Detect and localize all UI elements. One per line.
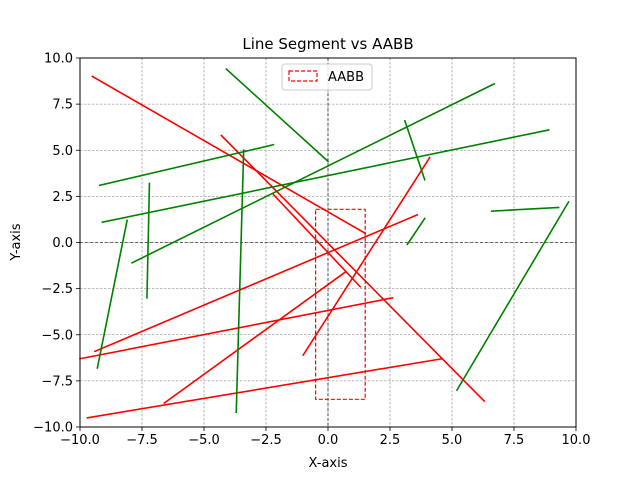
segment-8 (225, 67, 330, 163)
segment-17 (490, 206, 560, 212)
x-tick-label-6: 5.0 (442, 433, 463, 448)
segment-1 (220, 134, 486, 403)
y-tick-label-1: −7.5 (41, 374, 73, 389)
x-axis-label: X-axis (309, 456, 348, 471)
x-tick-label-4: 0.0 (318, 433, 339, 448)
aabb-box (315, 208, 366, 400)
y-ticks: −10.0 −7.5 −5.0 −2.5 0.0 2.5 5.0 7.5 10.0 (33, 52, 80, 436)
line-segments (79, 67, 570, 419)
x-tick-label-2: −5.0 (188, 433, 220, 448)
x-tick-label-0: −10.0 (60, 433, 100, 448)
x-tick-label-1: −7.5 (126, 433, 158, 448)
segment-5 (79, 296, 394, 360)
legend-label-aabb: AABB (328, 70, 364, 85)
y-tick-label-3: −2.5 (41, 282, 73, 297)
segment-18 (455, 200, 570, 392)
legend: AABB (281, 63, 373, 91)
segment-6 (163, 270, 347, 405)
segment-9 (98, 143, 275, 187)
segment-7 (86, 357, 444, 419)
segment-4 (93, 213, 419, 353)
aabb-rect (315, 208, 366, 400)
y-tick-label-0: −10.0 (33, 421, 73, 436)
legend-swatch-aabb (288, 70, 318, 82)
segment-15 (403, 119, 426, 181)
x-tick-label-3: −2.5 (250, 433, 282, 448)
y-tick-label-5: 2.5 (52, 190, 73, 205)
x-tick-label-7: 7.5 (504, 433, 525, 448)
chart-title: Line Segment vs AABB (242, 35, 413, 53)
segment-11 (131, 82, 496, 264)
segment-16 (406, 217, 426, 246)
x-ticks: −10.0 −7.5 −5.0 −2.5 0.0 2.5 5.0 7.5 10.0 (60, 427, 590, 448)
segment-10 (101, 129, 550, 224)
y-axis-label: Y-axis (9, 223, 24, 261)
y-tick-label-8: 10.0 (44, 52, 73, 67)
x-tick-label-8: 10.0 (562, 433, 591, 448)
segment-12 (146, 182, 151, 299)
y-tick-label-7: 7.5 (52, 98, 73, 113)
segment-3 (302, 156, 431, 357)
x-tick-label-5: 2.5 (380, 433, 401, 448)
y-tick-label-4: 0.0 (52, 236, 73, 251)
segment-13 (96, 219, 129, 369)
y-tick-label-6: 5.0 (52, 144, 73, 159)
segment-14 (235, 149, 245, 414)
y-tick-label-2: −5.0 (41, 328, 73, 343)
